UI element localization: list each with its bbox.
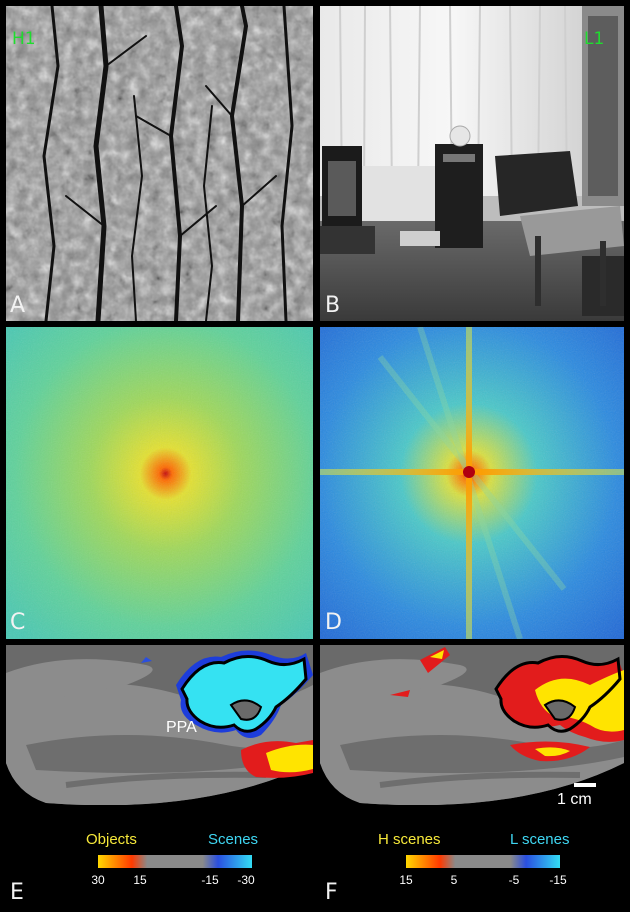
panel-f: 1 cm H scenes L scenes 15 5 -5 -15 F <box>320 645 624 912</box>
living-room-photo <box>320 6 624 321</box>
amplitude-spectrum-h1 <box>6 327 313 639</box>
panel-letter-f: F <box>325 880 338 905</box>
panel-letter-e: E <box>10 880 24 905</box>
colorbar-e <box>98 855 252 868</box>
amplitude-spectrum-l1 <box>320 327 624 639</box>
colorbar-e-right-title: Scenes <box>208 831 259 848</box>
cortex-map-objects-vs-scenes <box>6 645 313 805</box>
panel-letter-d: D <box>325 610 342 635</box>
image-tag-h1: H1 <box>12 29 36 49</box>
roi-label-ppa: PPA <box>166 719 197 736</box>
colorbar-f-right-title: L scenes <box>510 831 570 848</box>
colorbar-f-tick: -15 <box>549 873 567 887</box>
panel-letter-b: B <box>325 293 341 318</box>
panel-e: PPA Objects Scenes 30 15 -15 -30 E <box>6 645 313 912</box>
cortex-map-h-vs-l-scenes <box>320 645 624 805</box>
scale-bar-label: 1 cm <box>557 791 592 808</box>
colorbar-f <box>406 855 560 868</box>
colorbar-f-tick: 5 <box>450 873 458 887</box>
panel-letter-a: A <box>10 293 26 318</box>
panel-a: H1 A <box>6 6 313 321</box>
snowy-trees-photo <box>6 6 313 321</box>
panel-d: D <box>320 327 624 639</box>
panel-b: L1 B <box>320 6 624 321</box>
colorbar-e-tick: 15 <box>133 873 147 887</box>
colorbar-e-tick: -30 <box>237 873 255 887</box>
image-tag-l1: L1 <box>584 29 605 49</box>
colorbar-f-tick: -5 <box>508 873 520 887</box>
panel-c: C <box>6 327 313 639</box>
scale-bar <box>574 783 596 787</box>
colorbar-e-tick: 30 <box>91 873 105 887</box>
colorbar-e-left-title: Objects <box>86 831 137 848</box>
colorbar-f-left-title: H scenes <box>378 831 441 848</box>
colorbar-f-tick: 15 <box>399 873 413 887</box>
panel-letter-c: C <box>10 610 26 635</box>
colorbar-e-tick: -15 <box>201 873 219 887</box>
